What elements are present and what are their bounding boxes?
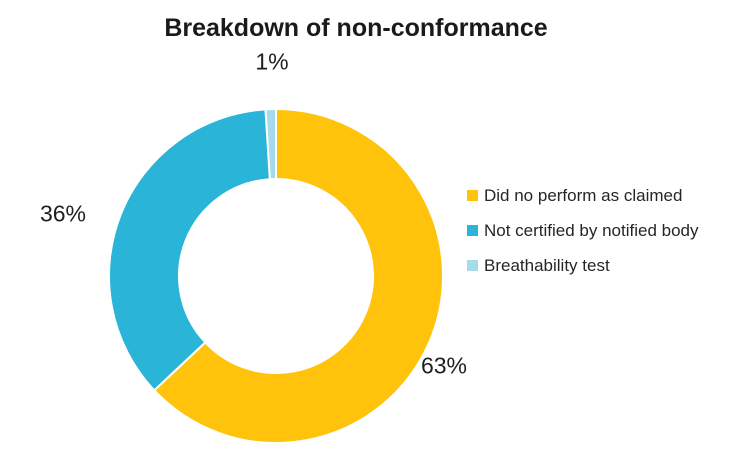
data-label-did-no-perform: 63% (420, 352, 468, 379)
chart-title: Breakdown of non-conformance (164, 14, 548, 42)
legend: Did no perform as claimed Not certified … (467, 178, 699, 283)
legend-swatch (467, 225, 478, 236)
legend-item-not-certified: Not certified by notified body (467, 213, 699, 248)
donut-slice-1 (107, 108, 271, 392)
data-label-not-certified: 36% (39, 200, 87, 227)
legend-swatch (467, 260, 478, 271)
legend-label: Did no perform as claimed (484, 185, 683, 205)
legend-swatch (467, 190, 478, 201)
donut-slice-2 (264, 108, 277, 181)
legend-label: Breathability test (484, 255, 610, 275)
legend-item-breathability: Breathability test (467, 248, 699, 283)
donut-slice-0 (153, 108, 444, 444)
data-label-breathability: 1% (255, 48, 289, 75)
legend-label: Not certified by notified body (484, 220, 699, 240)
legend-item-did-no-perform: Did no perform as claimed (467, 178, 699, 213)
